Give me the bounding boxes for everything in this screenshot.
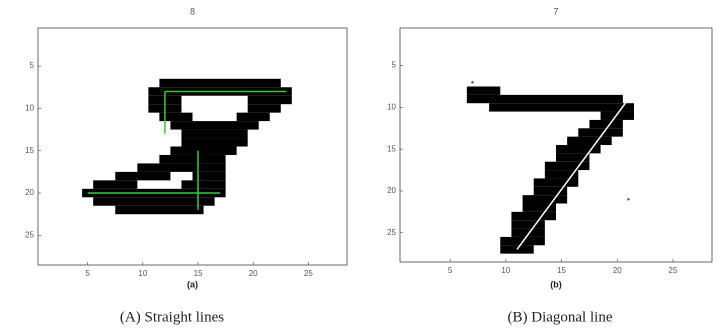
pixel-run (159, 155, 225, 163)
pixel-run (489, 103, 634, 111)
y-tick-label: 25 (387, 228, 396, 237)
y-tick-label: 20 (387, 186, 396, 195)
caption: (A) Straight lines (120, 309, 224, 325)
y-tick-label: 25 (25, 230, 34, 239)
pixel-run (181, 130, 247, 138)
y-tick-label: 15 (25, 146, 34, 155)
panel-title: 7 (553, 6, 558, 16)
pixel-run (567, 137, 612, 145)
endpoint-dot (471, 81, 473, 83)
pixel-run (181, 138, 247, 146)
y-tick-label: 15 (387, 144, 396, 153)
pixel-run (237, 113, 270, 121)
pixel-run (545, 162, 590, 170)
pixel-run (589, 120, 622, 128)
x-tick-label: 20 (249, 269, 258, 278)
pixel-run (534, 178, 579, 186)
panel-label: (a) (187, 279, 198, 289)
pixel-run (159, 79, 280, 87)
pixel-run (115, 172, 170, 180)
pixel-run (467, 87, 500, 95)
x-tick-label: 10 (501, 266, 510, 275)
panel-title: 8 (190, 6, 195, 16)
y-tick-label: 20 (25, 188, 34, 197)
pixel-run (93, 197, 214, 205)
x-tick-label: 5 (448, 266, 453, 275)
pixel-run (511, 220, 544, 228)
pixel-run (248, 104, 281, 112)
caption: (B) Diagonal line (508, 309, 613, 325)
y-tick-label: 5 (30, 61, 35, 70)
pixel-run (170, 147, 236, 155)
pixel-run (93, 180, 137, 188)
panel: 7 5 10 15 20 25 5 10 15 20 25 (b) (B) Diagonal line (387, 6, 712, 325)
x-tick-label: 15 (194, 269, 203, 278)
pixel-run (523, 195, 568, 203)
pixel-run (137, 163, 225, 171)
figure: 8 5 10 15 20 25 5 10 15 20 25 (a) (A) Straight lines… (0, 0, 725, 331)
pixel-run (500, 245, 533, 253)
y-tick-label: 10 (25, 104, 34, 113)
panel-label: (b) (550, 279, 562, 289)
pixel-run (467, 95, 623, 103)
panel: 8 5 10 15 20 25 5 10 15 20 25 (a) (A) Straight lines (25, 6, 347, 325)
x-tick-label: 15 (557, 266, 566, 275)
x-tick-label: 5 (85, 269, 90, 278)
pixel-run (170, 121, 258, 129)
x-tick-label: 25 (304, 269, 313, 278)
y-tick-label: 5 (392, 61, 397, 70)
pixel-run (511, 212, 556, 220)
pixel-run (248, 96, 292, 104)
y-tick-label: 10 (387, 103, 396, 112)
x-tick-label: 20 (613, 266, 622, 275)
pixel-run (115, 206, 203, 214)
pixel-run (181, 180, 225, 188)
endpoint-dot (627, 198, 629, 200)
x-tick-label: 10 (138, 269, 147, 278)
x-tick-label: 25 (669, 266, 678, 275)
